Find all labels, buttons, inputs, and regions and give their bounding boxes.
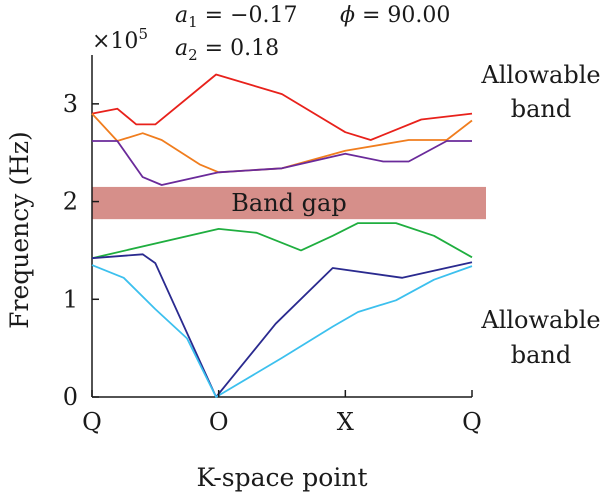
param-a1: a1 = −0.17 bbox=[175, 3, 298, 31]
series-line-3 bbox=[92, 140, 472, 186]
band-gap-label: Band gap bbox=[231, 189, 346, 217]
x-tick-label: Q bbox=[82, 408, 102, 436]
band-gap-region bbox=[92, 186, 486, 220]
param-a2: a2 = 0.18 bbox=[175, 36, 279, 64]
series-line-5 bbox=[91, 253, 473, 398]
y-tick-label: 1 bbox=[63, 285, 78, 313]
series-layer bbox=[91, 73, 473, 398]
x-axis-title: K-space point bbox=[197, 463, 368, 492]
y-multiplier-exponent: 5 bbox=[138, 25, 148, 43]
y-tick-label: 3 bbox=[63, 90, 78, 118]
upper-band-label-line1: Allowable bbox=[480, 61, 600, 89]
y-tick-label: 0 bbox=[63, 383, 78, 411]
y-axis-title: Frequency (Hz) bbox=[5, 131, 34, 329]
x-tick-label: Q bbox=[462, 408, 482, 436]
x-tick-label: X bbox=[337, 408, 354, 436]
param-phi: ϕ = 90.00 bbox=[340, 3, 450, 28]
lower-band-label-line1: Allowable bbox=[480, 306, 600, 334]
upper-band-label-line2: band bbox=[511, 95, 572, 123]
lower-band-label-line2: band bbox=[511, 341, 572, 369]
series-line-4 bbox=[91, 222, 473, 260]
series-line-1 bbox=[91, 73, 473, 141]
y-tick-label: 2 bbox=[63, 188, 78, 216]
tick-layer: 0 1 2 3 Q O X Q bbox=[63, 90, 482, 436]
x-tick-label: O bbox=[209, 408, 229, 436]
y-multiplier: ×105 bbox=[92, 25, 148, 54]
series-line-6 bbox=[91, 264, 473, 398]
